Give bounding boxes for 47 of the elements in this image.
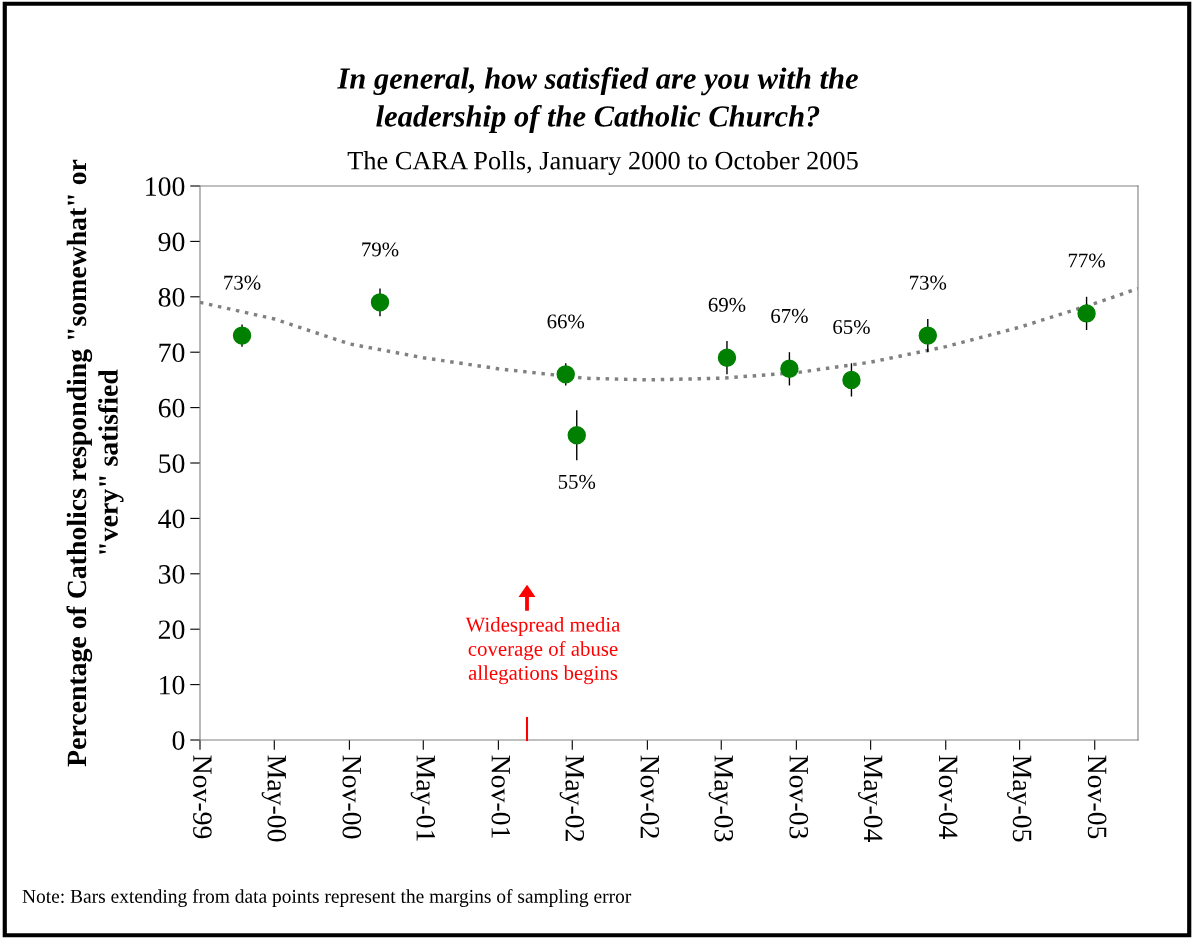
chart-title: In general, how satisfied are you with the leadership of the Catholic Church? <box>337 67 858 133</box>
chart-subtitle: The CARA Polls, January 2000 to October 2005 <box>347 151 858 175</box>
point <box>717 348 737 367</box>
x-tick-label: May-04 <box>858 755 883 843</box>
data-label: 69% <box>708 297 746 312</box>
y-tick-label: 70 <box>159 343 185 363</box>
point <box>842 370 861 390</box>
data-label: 79% <box>362 242 399 257</box>
data-label: 55% <box>558 474 596 489</box>
point <box>232 326 252 345</box>
y-tick-label: 0 <box>172 731 185 750</box>
y-tick-label: 10 <box>160 675 185 695</box>
y-tick-label: 60 <box>158 398 185 418</box>
y-tick-label: 20 <box>158 620 185 640</box>
data-label: 66% <box>547 314 585 329</box>
annotation: Widespread media coverage of abuse allegations begins <box>465 617 621 685</box>
point <box>370 293 390 312</box>
point <box>918 326 937 345</box>
data-label: 65% <box>833 319 870 335</box>
y-tick-label: 40 <box>158 509 185 529</box>
x-tick-label: May-05 <box>1007 755 1032 842</box>
data-label: 73% <box>910 275 947 290</box>
x-tick-label: Nov-03 <box>789 755 809 839</box>
x-tick-label: Nov-01 <box>491 755 511 838</box>
x-tick-label: Nov-04 <box>938 755 958 840</box>
point <box>556 365 575 384</box>
data-label: 67% <box>771 308 808 323</box>
text: Note: Bars extending from data points represent the margins of sampling error <box>22 889 632 907</box>
x-tick-label: May-01 <box>410 755 436 841</box>
x-tick-label: May-03 <box>708 755 734 842</box>
y-tick-label: 30 <box>158 564 185 584</box>
y-tick-label: 50 <box>159 454 185 473</box>
x-tick-label: Nov-05 <box>1087 755 1107 839</box>
x-tick-label: May-02 <box>559 755 585 841</box>
point <box>567 426 586 445</box>
y-tick-label: 100 <box>146 177 185 196</box>
point <box>780 359 799 379</box>
data-label: 77% <box>1068 253 1105 268</box>
x-tick-label: Nov-99 <box>193 755 212 839</box>
x-tick-label: Nov-02 <box>640 755 660 838</box>
point <box>1077 304 1096 323</box>
x-tick-label: May-00 <box>261 755 287 842</box>
y-axis-title: Percentage of Catholics responding "somewhat" or "very" satisfied <box>66 159 124 767</box>
data-label: 73% <box>224 275 261 290</box>
y-tick-label: 80 <box>158 287 185 307</box>
y-tick-label: 90 <box>158 232 185 252</box>
x-tick-label: Nov-00 <box>342 755 362 839</box>
